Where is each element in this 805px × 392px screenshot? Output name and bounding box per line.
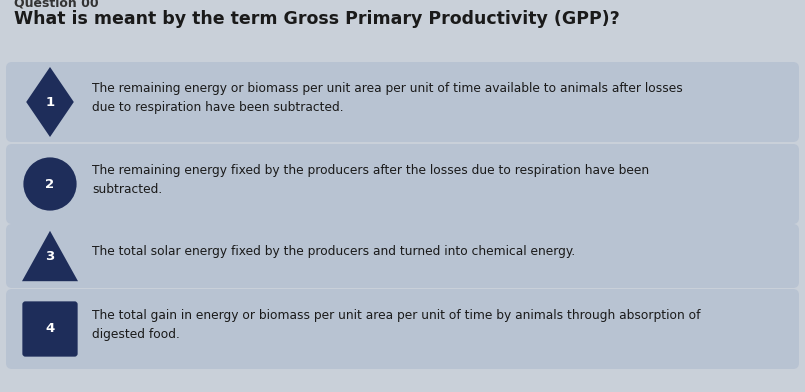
Text: Question 00: Question 00 (14, 0, 99, 9)
FancyBboxPatch shape (6, 289, 799, 369)
Text: 3: 3 (45, 249, 55, 263)
Polygon shape (22, 231, 78, 281)
Text: 1: 1 (45, 96, 55, 109)
FancyBboxPatch shape (6, 144, 799, 224)
Polygon shape (27, 67, 74, 137)
Text: The remaining energy or biomass per unit area per unit of time available to anim: The remaining energy or biomass per unit… (92, 82, 683, 114)
Text: What is meant by the term Gross Primary Productivity (GPP)?: What is meant by the term Gross Primary … (14, 10, 620, 28)
Text: 4: 4 (45, 323, 55, 336)
Text: The total gain in energy or biomass per unit area per unit of time by animals th: The total gain in energy or biomass per … (92, 309, 700, 341)
Text: The remaining energy fixed by the producers after the losses due to respiration : The remaining energy fixed by the produc… (92, 164, 649, 196)
FancyBboxPatch shape (23, 301, 77, 357)
FancyBboxPatch shape (6, 224, 799, 288)
Text: The total solar energy fixed by the producers and turned into chemical energy.: The total solar energy fixed by the prod… (92, 245, 576, 258)
FancyBboxPatch shape (6, 62, 799, 142)
Circle shape (23, 158, 76, 211)
Text: 2: 2 (45, 178, 55, 191)
